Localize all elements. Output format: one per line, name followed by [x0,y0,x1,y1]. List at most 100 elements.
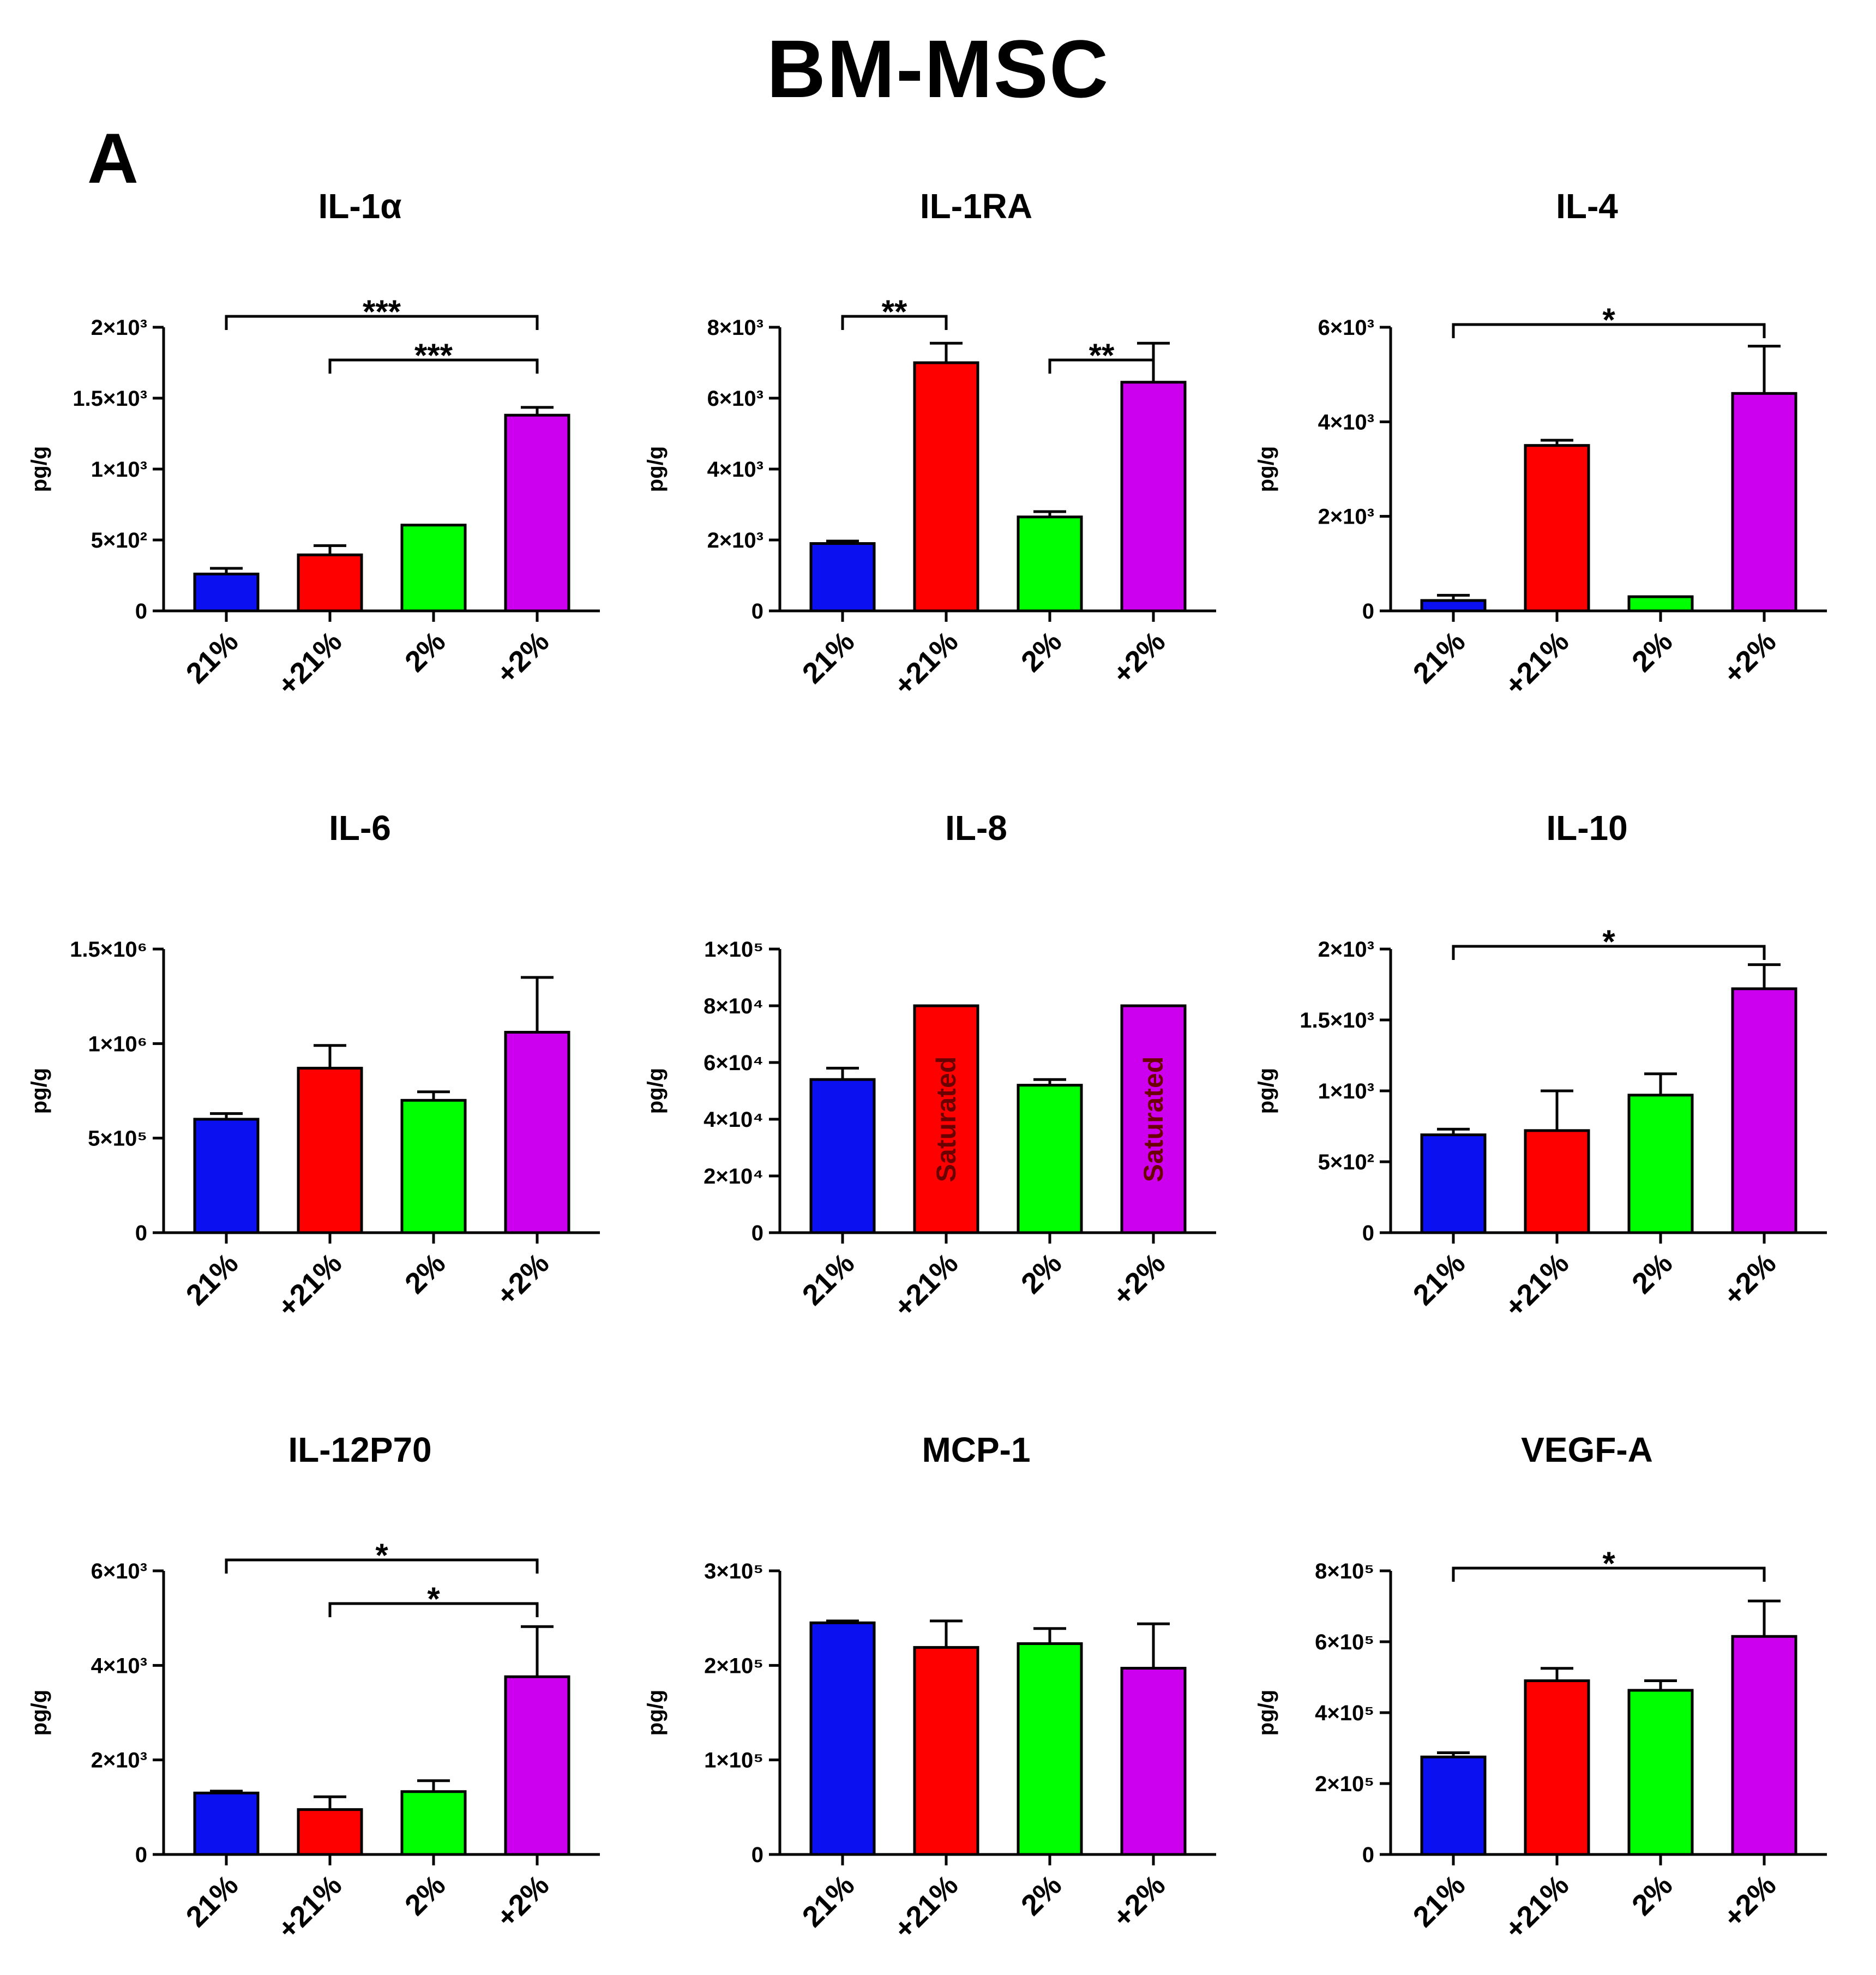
x-tick-label: 21% [1407,1869,1472,1934]
y-tick-label: 0 [1362,1843,1374,1867]
y-tick-label: 1×10³ [91,458,147,482]
chart-panel-il-8: IL-8 pg/g 0 2×10⁴ 4×10⁴ 6×10⁴ 8×10⁴ 1×10⁵ 21% Sat… [616,785,1216,1331]
y-tick-label: 2×10³ [1318,938,1374,962]
chart-panel-il-12p70: IL-12P70 pg/g 0 2×10³ 4×10³ 6×10³ 21% +21% 2% +2%… [0,1407,600,1953]
bar [1524,1129,1590,1234]
bar [809,1078,876,1234]
y-tick-label: 4×10³ [707,458,763,482]
y-tick-label: 2×10⁵ [704,1654,763,1678]
significance-bracket [1048,358,1155,374]
y-tick-label: 4×10³ [91,1654,147,1678]
y-tick-label: 0 [1362,1221,1374,1245]
chart-title: IL-1α [318,187,401,226]
bar [1731,987,1797,1234]
x-tick-label: 2% [1626,1247,1679,1300]
bar [1120,381,1187,613]
x-tick-label: 2% [1015,625,1068,679]
x-tick-label: +21% [271,1247,348,1324]
x-tick-label: +21% [1498,625,1575,702]
x-tick-label: +2% [1107,1247,1172,1312]
significance-label: * [427,1581,440,1617]
bar [193,572,260,613]
bar [809,542,876,613]
y-tick-label: 2×10³ [91,316,147,340]
chart-title: IL-6 [329,808,391,848]
bar [1627,595,1694,613]
y-tick-label: 0 [1362,599,1374,623]
y-tick-label: 1×10⁵ [704,1749,763,1773]
y-tick-label: 1×10⁵ [704,938,763,962]
bar [1420,1133,1487,1234]
chart-title: IL-4 [1556,187,1618,226]
x-tick-label: 2% [399,1869,452,1922]
y-tick-label: 1.5×10³ [1300,1008,1374,1032]
x-tick-label: +21% [1498,1247,1575,1324]
bar [913,1004,979,1234]
significance-bracket [225,315,539,330]
y-axis-label: pg/g [1254,1068,1278,1114]
x-tick-label: +2% [490,625,556,691]
bar [400,524,467,613]
chart-title: MCP-1 [922,1430,1030,1469]
y-tick-label: 0 [135,1843,147,1867]
y-tick-label: 6×10⁴ [703,1051,763,1075]
x-tick-label: +21% [887,1247,964,1324]
bar [1420,599,1487,613]
y-tick-label: 0 [751,599,763,623]
y-tick-label: 8×10⁵ [1315,1559,1374,1583]
chart-title: VEGF-A [1521,1430,1653,1469]
bar [913,361,979,613]
bar [1120,1004,1187,1234]
x-tick-label: 2% [1626,1869,1679,1922]
significance-bracket [1452,945,1766,960]
y-tick-label: 0 [751,1221,763,1245]
chart-panel-il-1a: IL-1α pg/g 0 5×10² 1×10³ 1.5×10³ 2×10³ 21% +21% 2… [0,164,600,709]
x-tick-label: 2% [1015,1869,1068,1922]
bar [297,1808,363,1856]
bar [1420,1755,1487,1856]
significance-bracket [328,358,539,374]
y-axis-label: pg/g [27,1068,51,1114]
bar [297,1066,363,1234]
panel-label: A [87,118,139,198]
significance-bracket [225,1558,539,1574]
chart-panel-mcp-1: MCP-1 pg/g 0 1×10⁵ 2×10⁵ 3×10⁵ 21% +21% 2% +2% [616,1407,1216,1953]
x-tick-label: 21% [180,1869,245,1934]
y-axis-label: pg/g [644,446,668,492]
bar [504,1031,570,1234]
bar-chart: IL-1α pg/g 0 5×10² 1×10³ 1.5×10³ 2×10³ 21% +21% 2… [27,187,600,702]
y-tick-label: 5×10² [1318,1150,1374,1174]
x-tick-label: +2% [490,1247,556,1312]
y-tick-label: 8×10⁴ [703,994,763,1018]
significance-label: * [1602,302,1615,338]
bar [297,553,363,613]
x-tick-label: +2% [490,1869,556,1934]
significance-label: ** [1089,337,1115,374]
x-tick-label: +21% [271,625,348,702]
x-tick-label: +21% [887,625,964,702]
y-tick-label: 2×10⁴ [703,1164,763,1188]
y-tick-label: 1×10⁶ [88,1032,147,1056]
x-tick-label: +2% [1717,1869,1783,1934]
bar-chart: IL-10 pg/g 0 5×10² 1×10³ 1.5×10³ 2×10³ 21% +21% 2… [1254,808,1827,1324]
chart-title: IL-1RA [920,187,1032,226]
significance-bracket [328,1602,539,1617]
y-tick-label: 2×10⁵ [1315,1772,1374,1796]
bar [1627,1689,1694,1856]
chart-title: IL-12P70 [288,1430,431,1469]
y-tick-label: 6×10³ [707,387,763,411]
x-tick-label: +2% [1107,625,1172,691]
bar [1627,1094,1694,1234]
y-tick-label: 0 [135,599,147,623]
y-tick-label: 4×10⁴ [703,1108,763,1132]
x-tick-label: 2% [1015,1247,1068,1300]
y-tick-label: 0 [135,1221,147,1245]
x-tick-label: +21% [271,1869,348,1946]
bar [400,1098,467,1234]
significance-label: ** [882,293,907,330]
bar [1731,392,1797,613]
bar-chart: MCP-1 pg/g 0 1×10⁵ 2×10⁵ 3×10⁵ 21% +21% 2% +2% [644,1430,1216,1946]
significance-bracket [841,315,948,330]
bar [1120,1667,1187,1856]
bar-chart: VEGF-A pg/g 0 2×10⁵ 4×10⁵ 6×10⁵ 8×10⁵ 21% +21% 2%… [1254,1430,1827,1946]
